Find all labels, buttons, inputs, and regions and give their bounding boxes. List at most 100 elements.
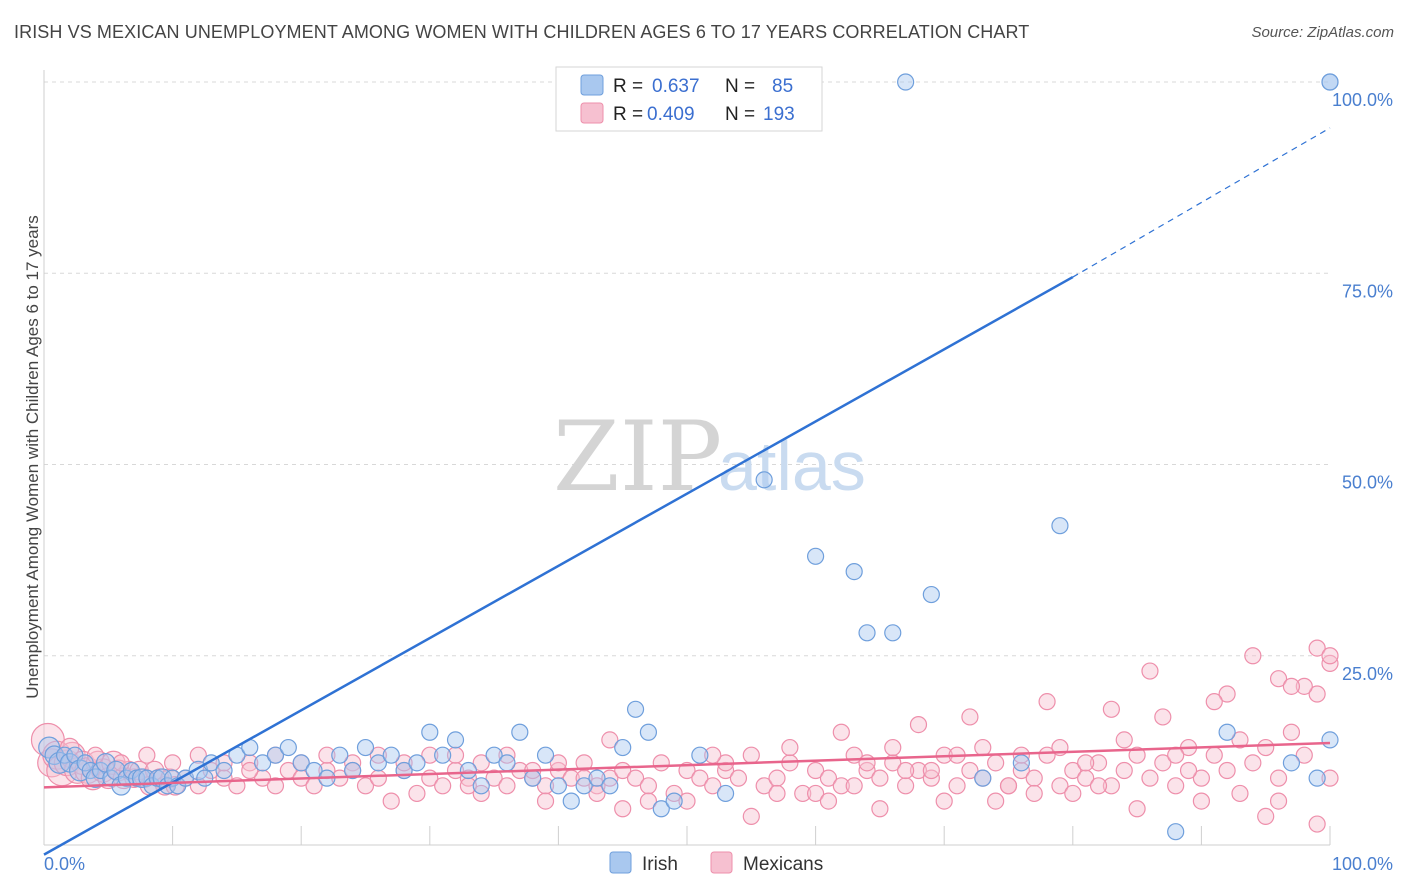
mexicans-point <box>909 715 928 734</box>
mexicans-point <box>987 754 1005 772</box>
mexicans-point <box>639 792 658 810</box>
mexicans-r-label: R = <box>613 104 643 125</box>
mexicans-point <box>935 792 953 810</box>
series-legend: Irish Mexicans <box>609 851 823 875</box>
irish-point <box>1321 731 1339 749</box>
irish-n-value: 85 <box>772 76 793 97</box>
mexicans-point <box>485 769 503 787</box>
mexicans-point <box>408 784 426 803</box>
irish-point <box>884 624 902 642</box>
mexicans-n-value: 193 <box>763 104 795 125</box>
mexicans-point <box>1244 754 1262 772</box>
mexicans-point <box>897 777 915 795</box>
trend-lines <box>43 127 1331 856</box>
mexicans-point <box>1269 769 1288 787</box>
mexicans-point <box>845 777 863 795</box>
irish-point <box>254 754 272 772</box>
mexicans-point <box>755 777 773 795</box>
irish-point <box>459 761 477 780</box>
mexicans-point <box>1128 746 1146 764</box>
mexicans-point <box>1102 777 1120 795</box>
mexicans-point <box>241 761 259 780</box>
mexicans-point <box>434 777 452 795</box>
irish-point <box>897 73 915 91</box>
mexicans-point <box>806 784 825 803</box>
irish-point <box>691 746 709 764</box>
irish-point <box>1218 723 1236 741</box>
mexicans-point <box>858 754 876 772</box>
x-tick-label: 100.0% <box>1332 854 1393 874</box>
irish-point <box>1321 73 1339 91</box>
mexicans-point <box>1308 639 1326 657</box>
mexicans-point <box>498 777 516 795</box>
correlation-legend: R = 0.637 N = 85 R = 0.409 N = 193 <box>555 66 823 132</box>
irish-point <box>665 792 683 810</box>
mexicans-point <box>536 777 555 795</box>
mexicans-point <box>1179 761 1198 780</box>
mexicans-point <box>575 754 593 772</box>
mexicans-point <box>1257 738 1275 757</box>
irish-trend-extension <box>1072 127 1331 278</box>
y-tick-labels: 100.0% 75.0% 50.0% 25.0% <box>1332 90 1393 684</box>
mexicans-point <box>626 769 645 787</box>
irish-point <box>421 723 439 741</box>
mexicans-point <box>871 769 889 787</box>
mexicans-point <box>1321 647 1339 665</box>
mexicans-point <box>1321 769 1339 787</box>
mexicans-point <box>446 746 465 764</box>
mexicans-point <box>1064 784 1082 803</box>
irish-point <box>549 777 568 795</box>
irish-point <box>806 547 825 565</box>
y-tick-label: 50.0% <box>1342 473 1393 493</box>
mexicans-point <box>1192 792 1211 810</box>
mexicans-point <box>781 738 799 757</box>
mexicans-point <box>832 777 850 795</box>
mexicans-point <box>1115 761 1133 780</box>
mexicans-point <box>1257 807 1275 826</box>
mexicans-point <box>1038 746 1056 764</box>
mexicans-point <box>1167 777 1185 795</box>
irish-point <box>196 769 214 787</box>
mexicans-point <box>266 777 285 795</box>
mexicans-point <box>742 746 760 764</box>
mexicans-point <box>382 792 400 810</box>
mexicans-point <box>794 784 812 803</box>
mexicans-point <box>1154 754 1172 772</box>
irish-point <box>536 746 555 764</box>
y-tick-label: 75.0% <box>1342 281 1393 301</box>
mexicans-point <box>459 777 477 795</box>
irish-point <box>382 746 400 764</box>
mexicans-point <box>1231 784 1249 803</box>
mexicans-points <box>30 639 1339 833</box>
irish-point <box>639 723 658 741</box>
y-axis-label: Unemployment Among Women with Children A… <box>23 215 42 699</box>
mexicans-point <box>1282 677 1301 695</box>
mexicans-point <box>819 769 838 787</box>
irish-trend-line <box>43 275 1074 856</box>
irish-point <box>279 738 297 757</box>
mexicans-point <box>1154 708 1172 726</box>
mexicans-point <box>1102 700 1120 718</box>
irish-point <box>446 731 465 749</box>
mexicans-point <box>1077 754 1095 772</box>
mexicans-point <box>768 769 786 787</box>
irish-point <box>601 777 619 795</box>
mexicans-point <box>1231 731 1249 749</box>
irish-point <box>524 769 542 787</box>
mexicans-point <box>1269 670 1288 688</box>
mexicans-point <box>1051 777 1069 795</box>
irish-point <box>1282 754 1301 772</box>
irish-point <box>755 471 773 489</box>
mexicans-point <box>1064 761 1082 780</box>
mexicans-point <box>614 800 632 818</box>
mexicans-point <box>1308 815 1326 833</box>
mexicans-point <box>138 746 156 764</box>
mexicans-point <box>678 792 696 810</box>
mexicans-bottom-swatch <box>710 851 733 874</box>
irish-r-value: 0.637 <box>652 76 700 97</box>
mexicans-point <box>704 777 722 795</box>
irish-point <box>845 562 863 581</box>
mexicans-point <box>974 738 992 757</box>
irish-n-label: N = <box>725 76 755 97</box>
